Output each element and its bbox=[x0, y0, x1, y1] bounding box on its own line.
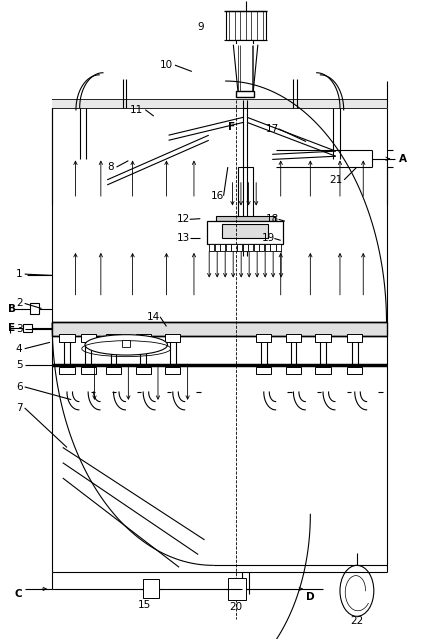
Polygon shape bbox=[233, 45, 258, 92]
Bar bbox=[143, 579, 159, 598]
Bar bbox=[207, 221, 283, 244]
Bar bbox=[59, 334, 75, 342]
Text: 9: 9 bbox=[197, 22, 204, 32]
Bar bbox=[106, 367, 121, 374]
Text: 12: 12 bbox=[177, 214, 190, 224]
Bar bbox=[248, 244, 253, 251]
Text: 5: 5 bbox=[16, 360, 23, 370]
Bar bbox=[243, 244, 248, 251]
Bar bbox=[135, 334, 151, 342]
Text: F: F bbox=[228, 122, 236, 132]
Bar bbox=[315, 367, 331, 374]
Text: B: B bbox=[8, 303, 16, 314]
Bar bbox=[347, 367, 363, 374]
Bar bbox=[135, 367, 151, 374]
Bar bbox=[236, 91, 254, 97]
Text: 10: 10 bbox=[160, 60, 173, 70]
Text: 19: 19 bbox=[262, 234, 275, 243]
Text: E: E bbox=[9, 323, 15, 333]
Bar bbox=[276, 244, 281, 251]
Bar bbox=[347, 334, 363, 342]
Bar bbox=[271, 244, 276, 251]
Bar bbox=[256, 334, 271, 342]
Bar bbox=[286, 367, 301, 374]
Bar bbox=[256, 367, 271, 374]
Bar bbox=[52, 100, 386, 108]
Bar bbox=[59, 367, 75, 374]
Bar bbox=[286, 334, 301, 342]
Text: 1: 1 bbox=[16, 269, 23, 279]
Text: 18: 18 bbox=[266, 214, 279, 224]
Bar bbox=[228, 578, 245, 600]
Text: 20: 20 bbox=[230, 602, 243, 612]
Text: 14: 14 bbox=[147, 312, 160, 322]
Bar bbox=[226, 244, 231, 251]
Bar bbox=[209, 244, 214, 251]
Bar bbox=[216, 216, 275, 221]
Bar bbox=[237, 244, 242, 251]
Bar bbox=[265, 244, 270, 251]
Bar bbox=[315, 334, 331, 342]
Bar bbox=[259, 244, 265, 251]
Bar bbox=[23, 324, 32, 332]
Bar bbox=[165, 334, 181, 342]
Text: 17: 17 bbox=[266, 124, 279, 134]
Text: A: A bbox=[400, 154, 407, 164]
Bar bbox=[30, 303, 40, 314]
Text: D: D bbox=[306, 592, 315, 602]
Bar bbox=[226, 11, 266, 40]
Bar bbox=[238, 167, 253, 218]
Bar bbox=[236, 40, 253, 45]
Ellipse shape bbox=[85, 335, 167, 355]
Text: 3: 3 bbox=[16, 324, 23, 334]
Bar bbox=[81, 367, 96, 374]
Text: 11: 11 bbox=[130, 105, 144, 115]
Text: 15: 15 bbox=[138, 600, 151, 611]
Text: 7: 7 bbox=[16, 403, 23, 413]
Bar bbox=[52, 322, 386, 336]
Bar bbox=[215, 244, 220, 251]
Bar bbox=[220, 244, 225, 251]
Text: 2: 2 bbox=[16, 298, 23, 308]
Bar bbox=[231, 244, 236, 251]
Text: C: C bbox=[14, 589, 22, 599]
Bar bbox=[106, 334, 121, 342]
Text: 13: 13 bbox=[177, 234, 190, 243]
Bar bbox=[165, 367, 181, 374]
Bar bbox=[81, 334, 96, 342]
Text: 8: 8 bbox=[107, 162, 114, 172]
Bar bbox=[254, 244, 259, 251]
Bar bbox=[122, 340, 130, 347]
Text: 4: 4 bbox=[16, 344, 23, 354]
Text: 21: 21 bbox=[329, 175, 343, 185]
Text: 6: 6 bbox=[16, 382, 23, 392]
Text: 16: 16 bbox=[210, 191, 224, 201]
Bar bbox=[222, 225, 268, 239]
Text: 22: 22 bbox=[350, 616, 363, 626]
